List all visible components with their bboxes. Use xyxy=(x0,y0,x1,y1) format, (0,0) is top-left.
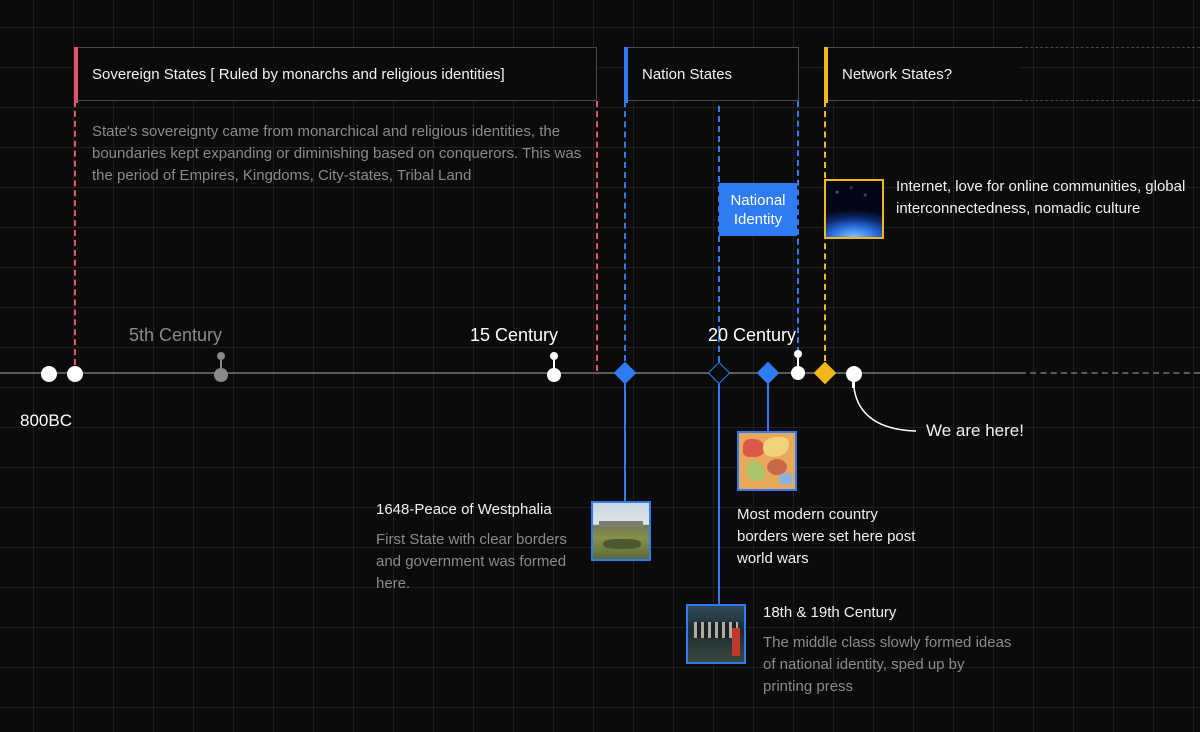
westphalia-title: 1648-Peace of Westphalia xyxy=(376,501,552,518)
era-network-states-label: Network States? xyxy=(842,65,953,83)
century-15th-pin xyxy=(547,352,561,382)
era-sovereign-states-box: Sovereign States [ Ruled by monarchs and… xyxy=(74,47,597,103)
century-20th-pin xyxy=(791,350,805,380)
national-identity-line1: National xyxy=(730,191,786,209)
world-wars-description: Most modern country borders were set her… xyxy=(737,506,916,567)
timeline-axis xyxy=(0,372,1020,374)
westphalia-diamond xyxy=(613,361,637,385)
westphalia-connector xyxy=(624,381,626,502)
era-accent-bar xyxy=(74,47,78,103)
middle-class-diamond xyxy=(707,361,731,385)
era-network-states-box-extension xyxy=(1020,47,1200,101)
national-identity-badge: National Identity xyxy=(719,183,797,236)
sovereign-states-description: State's sovereignty came from monarchica… xyxy=(92,123,582,184)
middle-class-description: The middle class slowly formed ideas of … xyxy=(763,634,1012,695)
century-label-15th: 15 Century xyxy=(470,325,559,345)
current-position-dot xyxy=(846,366,862,382)
nation-start-line xyxy=(624,101,626,361)
westphalia-description: First State with clear borders and gover… xyxy=(376,531,567,592)
century-label-5th: 5th Century xyxy=(129,325,223,345)
middle-class-painting-image xyxy=(686,604,746,664)
middle-class-connector xyxy=(718,384,720,606)
era-network-states-box: Network States? xyxy=(824,47,1020,103)
era-nation-states-label: Nation States xyxy=(642,65,733,83)
world-wars-connector xyxy=(767,381,769,433)
westphalia-painting-image xyxy=(591,501,651,561)
national-identity-line2: Identity xyxy=(733,210,783,228)
current-position-callout-line xyxy=(853,387,917,432)
we-are-here-label: We are here! xyxy=(926,421,1024,440)
network-states-diamond xyxy=(813,361,837,385)
era-accent-bar xyxy=(824,47,828,103)
sovereign-start-line xyxy=(74,101,76,365)
current-position-stem xyxy=(852,378,855,388)
timeline-sovereign-dot xyxy=(67,366,83,382)
world-wars-diamond xyxy=(756,361,780,385)
century-5th-pin xyxy=(214,352,228,382)
nation-end-line xyxy=(797,101,799,353)
era-sovereign-states-label: Sovereign States [ Ruled by monarchs and… xyxy=(92,65,505,83)
middle-class-title: 18th & 19th Century xyxy=(763,604,897,621)
timeline-axis-future xyxy=(1020,372,1200,374)
era-nation-states-box: Nation States xyxy=(624,47,799,103)
era-accent-bar xyxy=(624,47,628,103)
timeline-start-dot xyxy=(41,366,57,382)
timeline-start-label: 800BC xyxy=(20,411,72,430)
world-map-image xyxy=(737,431,797,491)
earth-image xyxy=(824,179,884,239)
network-states-description: Internet, love for online communities, g… xyxy=(896,178,1186,217)
sovereign-end-line xyxy=(596,101,598,371)
century-label-20th: 20 Century xyxy=(708,325,797,345)
